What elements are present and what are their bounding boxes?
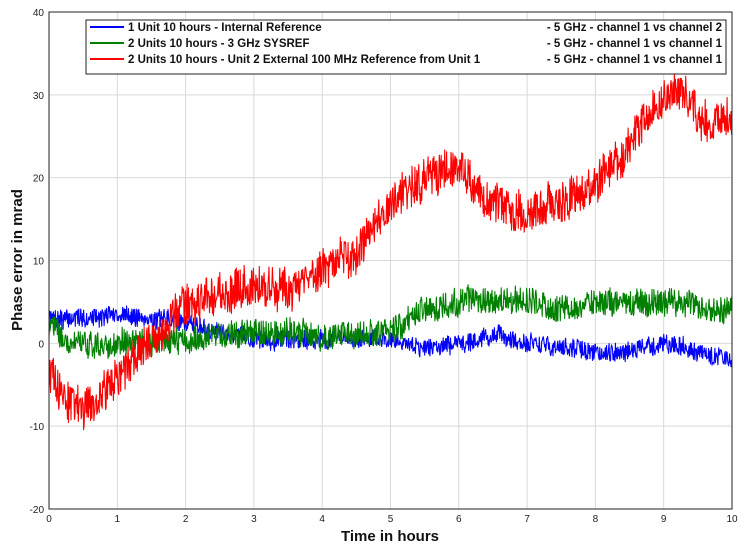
x-axis-label: Time in hours <box>341 528 439 545</box>
x-tick-label: 2 <box>183 514 189 525</box>
y-tick-label: 40 <box>33 8 45 19</box>
legend-label-suffix-2: - 5 GHz - channel 1 vs channel 1 <box>547 38 723 50</box>
legend-label-suffix-1: - 5 GHz - channel 1 vs channel 2 <box>547 22 722 34</box>
x-tick-label: 3 <box>251 514 257 525</box>
x-tick-label: 8 <box>593 514 599 525</box>
legend-label-3: 2 Units 10 hours - Unit 2 External 100 M… <box>128 54 481 66</box>
y-tick-label: 30 <box>33 91 45 102</box>
x-tick-label: 6 <box>456 514 462 525</box>
x-tick-label: 5 <box>388 514 394 525</box>
y-tick-label: -20 <box>30 505 45 516</box>
y-tick-label: -10 <box>30 422 45 433</box>
legend: 1 Unit 10 hours - Internal Reference - 5 … <box>85 19 727 75</box>
legend-label-2: 2 Units 10 hours - 3 GHz SYSREF <box>128 38 309 50</box>
y-tick-label: 10 <box>33 257 45 268</box>
x-tick-label: 4 <box>319 514 325 525</box>
x-tick-label: 7 <box>524 514 530 525</box>
legend-box <box>85 19 727 75</box>
x-tick-label: 9 <box>661 514 667 525</box>
y-axis-label: Phase error in mrad <box>9 189 26 331</box>
x-tick-label: 1 <box>115 514 121 525</box>
x-tick-label: 10 <box>726 514 738 525</box>
legend-label-1: 1 Unit 10 hours - Internal Reference <box>128 22 322 34</box>
series-layer <box>48 70 733 431</box>
y-tick-label: 20 <box>33 174 45 185</box>
legend-label-suffix-3: - 5 GHz - channel 1 vs channel 1 <box>547 54 723 66</box>
tick-labels: 0 1 2 3 4 5 6 7 8 9 10 -20 -10 0 10 20 30 40 <box>30 8 738 525</box>
series-line-3 <box>48 70 733 431</box>
x-tick-label: 0 <box>46 514 52 525</box>
y-tick-label: 0 <box>38 339 44 350</box>
plot-frame <box>48 11 733 510</box>
